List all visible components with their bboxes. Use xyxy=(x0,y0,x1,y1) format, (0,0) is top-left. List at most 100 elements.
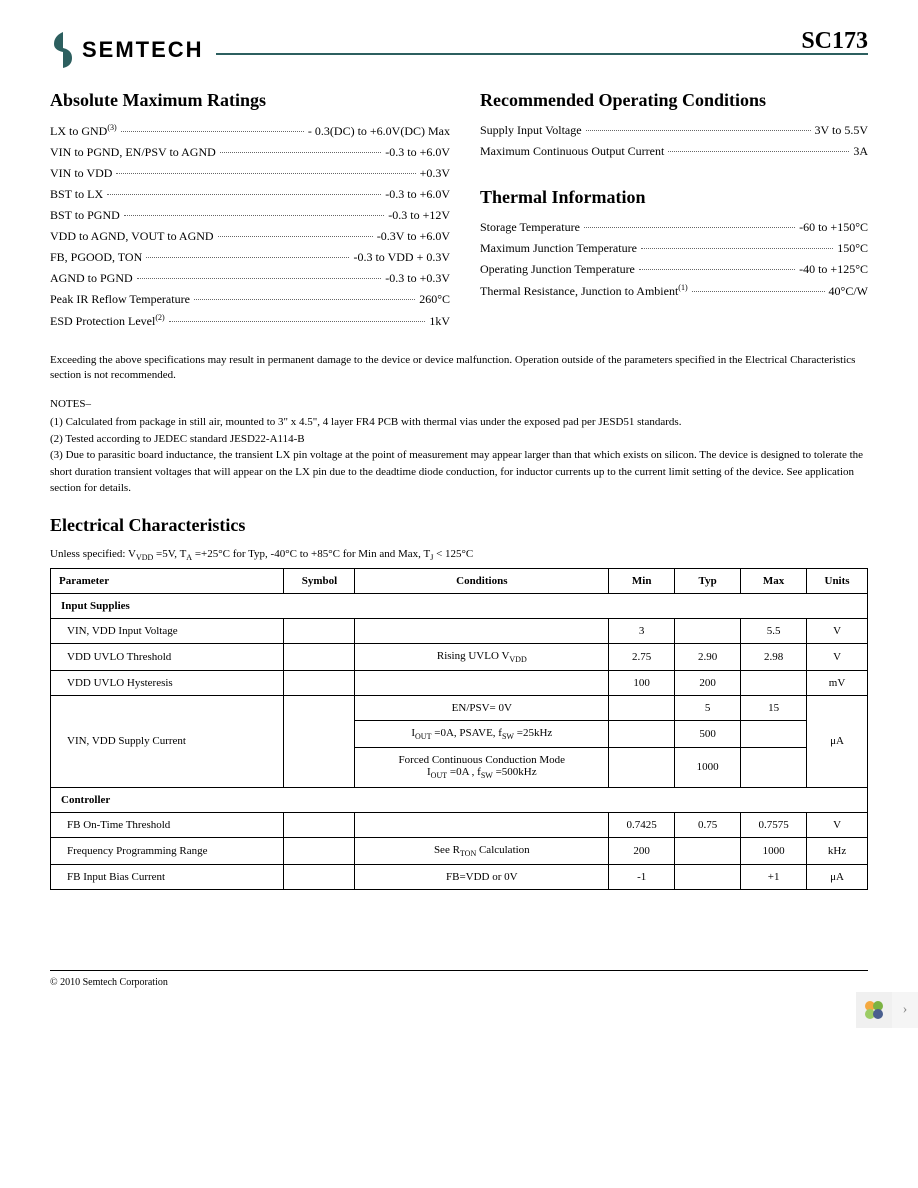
table-cell: 15 xyxy=(741,696,807,721)
table-cell: 2.90 xyxy=(675,643,741,670)
table-cell xyxy=(284,812,355,837)
right-column: Recommended Operating Conditions Supply … xyxy=(480,90,868,335)
table-cell: V xyxy=(807,618,868,643)
table-cell: -1 xyxy=(609,864,675,889)
copyright: © 2010 Semtech Corporation xyxy=(50,977,868,988)
table-cell xyxy=(609,721,675,748)
disclaimer-text: Exceeding the above specifications may r… xyxy=(50,353,868,384)
table-cell: Controller xyxy=(51,787,868,812)
spec-label: LX to GND(3) xyxy=(50,123,117,139)
semtech-logo-icon xyxy=(50,30,76,70)
table-row: Frequency Programming RangeSee RTON Calc… xyxy=(51,837,868,864)
table-cell: 1000 xyxy=(675,748,741,787)
table-cell: 100 xyxy=(609,671,675,696)
header-rule xyxy=(216,53,868,55)
spec-label: VIN to VDD xyxy=(50,166,112,181)
logo-text: SEMTECH xyxy=(82,37,204,63)
table-row: VIN, VDD Supply CurrentEN/PSV= 0V515μA xyxy=(51,696,868,721)
spec-line: FB, PGOOD, TON-0.3 to VDD + 0.3V xyxy=(50,250,450,265)
notes-block: NOTES– (1) Calculated from package in st… xyxy=(50,396,868,497)
table-cell: FB On-Time Threshold xyxy=(51,812,284,837)
spec-dots xyxy=(639,269,795,270)
spec-label: Maximum Continuous Output Current xyxy=(480,144,664,159)
abs-max-column: Absolute Maximum Ratings LX to GND(3)- 0… xyxy=(50,90,450,335)
spec-label: Maximum Junction Temperature xyxy=(480,241,637,256)
spec-value: 1kV xyxy=(429,314,450,329)
spec-line: Peak IR Reflow Temperature260°C xyxy=(50,292,450,307)
table-cell: 1000 xyxy=(741,837,807,864)
spec-dots xyxy=(121,131,304,132)
spec-dots xyxy=(107,194,381,195)
table-cell: 5.5 xyxy=(741,618,807,643)
th-parameter: Parameter xyxy=(51,568,284,593)
table-cell: VDD UVLO Threshold xyxy=(51,643,284,670)
spec-value: 3A xyxy=(853,144,868,159)
table-group-row: Controller xyxy=(51,787,868,812)
table-cell: μA xyxy=(807,696,868,787)
spec-line: Operating Junction Temperature-40 to +12… xyxy=(480,262,868,277)
table-row: FB On-Time Threshold0.74250.750.7575V xyxy=(51,812,868,837)
spec-line: VDD to AGND, VOUT to AGND-0.3V to +6.0V xyxy=(50,229,450,244)
spec-label: ESD Protection Level(2) xyxy=(50,313,165,329)
table-cell xyxy=(741,748,807,787)
spec-line: Thermal Resistance, Junction to Ambient(… xyxy=(480,283,868,299)
corner-flower-icon[interactable] xyxy=(856,992,892,1028)
corner-widget[interactable]: › xyxy=(856,992,918,1028)
spec-dots xyxy=(194,299,415,300)
table-cell: V xyxy=(807,812,868,837)
spec-line: LX to GND(3)- 0.3(DC) to +6.0V(DC) Max xyxy=(50,123,450,139)
table-row: VDD UVLO Threshold Rising UVLO VVDD2.752.… xyxy=(51,643,868,670)
spec-label: FB, PGOOD, TON xyxy=(50,250,142,265)
spec-line: VIN to PGND, EN/PSV to AGND-0.3 to +6.0V xyxy=(50,145,450,160)
spec-dots xyxy=(169,321,426,322)
table-cell: FB=VDD or 0V xyxy=(355,864,609,889)
note-item: (1) Calculated from package in still air… xyxy=(50,414,868,431)
table-row: VIN, VDD Input Voltage 3 5.5V xyxy=(51,618,868,643)
part-number: SC173 xyxy=(801,28,868,55)
table-cell xyxy=(675,837,741,864)
table-cell: 2.75 xyxy=(609,643,675,670)
spec-line: VIN to VDD +0.3V xyxy=(50,166,450,181)
table-cell: Rising UVLO VVDD xyxy=(355,643,609,670)
spec-line: Maximum Continuous Output Current 3A xyxy=(480,144,868,159)
logo: SEMTECH xyxy=(50,30,204,70)
table-cell xyxy=(355,812,609,837)
note-item: (2) Tested according to JEDEC standard J… xyxy=(50,431,868,448)
table-cell: 3 xyxy=(609,618,675,643)
spec-label: BST to LX xyxy=(50,187,103,202)
table-cell: Forced Continuous Conduction ModeIOUT =0… xyxy=(355,748,609,787)
spec-dots xyxy=(124,215,384,216)
spec-dots xyxy=(220,152,381,153)
thermal-title: Thermal Information xyxy=(480,187,868,208)
table-cell: VDD UVLO Hysteresis xyxy=(51,671,284,696)
corner-next-icon[interactable]: › xyxy=(892,992,918,1028)
electrical-section: Electrical Characteristics Unless specif… xyxy=(50,515,868,890)
spec-label: Storage Temperature xyxy=(480,220,580,235)
th-typ: Typ xyxy=(675,568,741,593)
spec-dots xyxy=(137,278,382,279)
table-header-row: Parameter Symbol Conditions Min Typ Max … xyxy=(51,568,868,593)
table-cell xyxy=(355,671,609,696)
table-cell xyxy=(284,643,355,670)
footer: © 2010 Semtech Corporation xyxy=(50,970,868,988)
notes-title: NOTES– xyxy=(50,396,868,413)
spec-value: -0.3 to +12V xyxy=(388,208,450,223)
spec-value: 150°C xyxy=(837,241,868,256)
spec-line: BST to LX-0.3 to +6.0V xyxy=(50,187,450,202)
table-cell xyxy=(284,837,355,864)
spec-label: Supply Input Voltage xyxy=(480,123,582,138)
spec-value: +0.3V xyxy=(420,166,450,181)
table-cell: Input Supplies xyxy=(51,593,868,618)
table-cell xyxy=(741,721,807,748)
table-cell xyxy=(675,864,741,889)
spec-line: Storage Temperature -60 to +150°C xyxy=(480,220,868,235)
spec-line: ESD Protection Level(2) 1kV xyxy=(50,313,450,329)
spec-value: 40°C/W xyxy=(829,284,868,299)
spec-line: BST to PGND-0.3 to +12V xyxy=(50,208,450,223)
spec-value: -60 to +150°C xyxy=(799,220,868,235)
electrical-title: Electrical Characteristics xyxy=(50,515,868,536)
abs-max-title: Absolute Maximum Ratings xyxy=(50,90,450,111)
table-cell xyxy=(284,618,355,643)
table-cell: mV xyxy=(807,671,868,696)
table-cell: VIN, VDD Input Voltage xyxy=(51,618,284,643)
